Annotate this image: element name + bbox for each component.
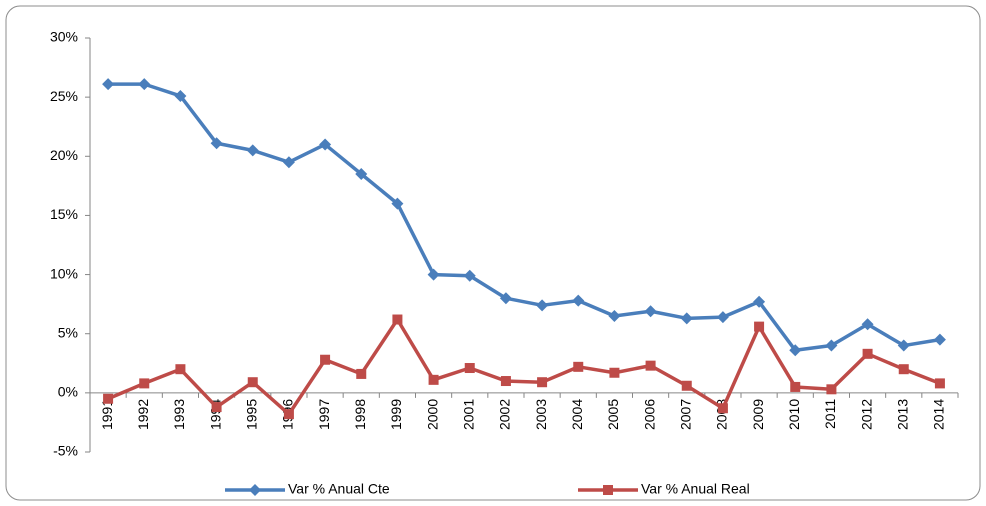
point — [282, 156, 295, 169]
point — [320, 354, 331, 365]
point — [210, 137, 223, 150]
point — [464, 363, 475, 374]
point — [500, 376, 511, 387]
point — [716, 311, 729, 324]
series-line — [108, 82, 941, 353]
x-tick-label: 1999 — [388, 399, 404, 430]
point — [681, 380, 692, 391]
x-tick-label: 2000 — [424, 399, 440, 430]
point — [826, 384, 837, 395]
point — [537, 377, 548, 388]
y-tick-label: 20% — [50, 147, 78, 163]
point — [428, 374, 439, 385]
point — [897, 339, 910, 352]
y-tick-label: 0% — [58, 384, 78, 400]
point — [644, 305, 657, 318]
x-tick-label: 2001 — [460, 399, 476, 430]
x-tick-label: 1995 — [243, 399, 259, 430]
point — [103, 393, 114, 404]
point — [934, 378, 945, 389]
point — [717, 403, 728, 414]
point — [175, 364, 186, 375]
point — [573, 361, 584, 372]
y-tick-label: 30% — [50, 29, 78, 45]
point — [754, 321, 765, 332]
x-tick-label: 2012 — [858, 399, 874, 430]
point — [102, 78, 115, 91]
point — [753, 295, 766, 308]
x-tick-label: 2004 — [569, 399, 585, 430]
x-tick-label: 1993 — [171, 399, 187, 430]
point — [862, 348, 873, 359]
point — [861, 318, 874, 331]
legend-label: Var % Anual Real — [641, 481, 750, 497]
point — [609, 367, 620, 378]
legend-marker — [249, 484, 261, 496]
x-tick-label: 2003 — [533, 399, 549, 430]
point — [645, 360, 656, 371]
point — [680, 312, 693, 325]
point — [391, 197, 404, 210]
point — [392, 314, 403, 325]
y-tick-label: 5% — [58, 324, 78, 340]
x-tick-label: 2005 — [605, 399, 621, 430]
point — [825, 339, 838, 352]
point — [174, 89, 187, 102]
x-tick-label: 1992 — [135, 399, 151, 430]
y-tick-label: 25% — [50, 88, 78, 104]
point — [463, 269, 476, 282]
point — [319, 138, 332, 151]
point — [499, 292, 512, 305]
point — [356, 368, 367, 379]
x-tick-label: 2010 — [786, 399, 802, 430]
point — [608, 309, 621, 322]
x-tick-label: 1997 — [316, 399, 332, 430]
x-tick-label: 1998 — [352, 399, 368, 430]
point — [789, 344, 802, 357]
x-tick-label: 2007 — [677, 399, 693, 430]
x-tick-label: 2013 — [894, 399, 910, 430]
x-tick-label: 2002 — [497, 399, 513, 430]
x-tick-label: 2006 — [641, 399, 657, 430]
point — [355, 168, 368, 181]
series-line — [107, 317, 941, 416]
x-tick-label: 1991 — [99, 399, 115, 430]
point — [572, 294, 585, 307]
point — [211, 402, 222, 413]
x-tick-label: 2009 — [750, 399, 766, 430]
y-tick-label: -5% — [53, 443, 78, 459]
point — [247, 377, 258, 388]
y-tick-label: 10% — [50, 265, 78, 281]
point — [283, 409, 294, 420]
legend-marker — [603, 485, 613, 495]
point — [933, 333, 946, 346]
point — [138, 78, 151, 91]
legend-label: Var % Anual Cte — [288, 481, 390, 497]
point — [139, 378, 150, 389]
point — [246, 144, 259, 157]
point — [898, 364, 909, 375]
y-tick-label: 15% — [50, 206, 78, 222]
point — [536, 299, 549, 312]
x-tick-label: 2014 — [931, 399, 947, 430]
x-tick-label: 2011 — [822, 399, 838, 429]
point — [427, 268, 440, 281]
point — [790, 381, 801, 392]
